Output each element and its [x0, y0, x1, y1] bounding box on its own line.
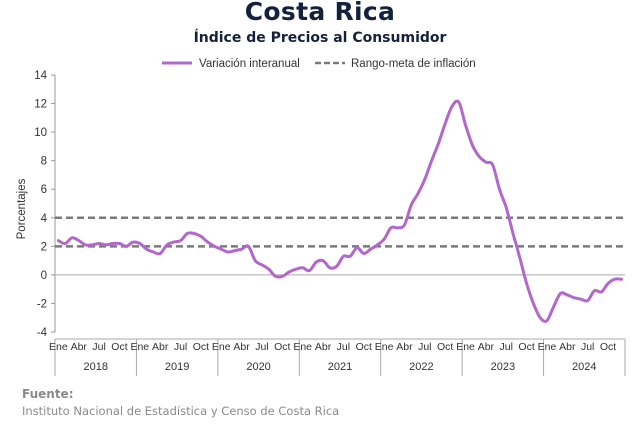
x-month-label: Abr [71, 341, 88, 353]
x-month-label: Jul [337, 341, 350, 353]
y-tick-label: 10 [34, 127, 47, 139]
y-tick-label: 6 [41, 184, 47, 196]
y-tick-label: -2 [37, 298, 47, 310]
x-year-label: 2020 [246, 361, 270, 373]
chart-title: Costa Rica [244, 0, 396, 26]
y-tick-label: 8 [41, 156, 47, 168]
x-month-label: Jul [418, 341, 431, 353]
source-label: Fuente: [22, 387, 74, 401]
x-month-label: Oct [274, 341, 290, 353]
series-layer [56, 99, 624, 323]
x-month-label: Abr [559, 341, 576, 353]
x-month-label: Jul [92, 341, 105, 353]
x-year-label: 2018 [83, 361, 107, 373]
x-month-label: Abr [396, 341, 413, 353]
x-month-label: Ene [49, 341, 68, 353]
x-month-label: Oct [193, 341, 209, 353]
x-month-label: Abr [478, 341, 495, 353]
target-range [55, 216, 625, 248]
x-month-label: Jul [174, 341, 187, 353]
y-axis-label: Porcentajes [16, 178, 28, 239]
x-month-label: Ene [375, 341, 394, 353]
source-text: Instituto Nacional de Estadística y Cens… [22, 404, 340, 418]
x-month-label: Oct [600, 341, 616, 353]
y-tick-label: 0 [41, 270, 47, 282]
x-year-label: 2021 [328, 361, 352, 373]
x-year-label: 2023 [491, 361, 515, 373]
x-month-label: Jul [500, 341, 513, 353]
x-month-label: Oct [356, 341, 372, 353]
x-month-label: Jul [581, 341, 594, 353]
y-tick-label: -4 [37, 327, 48, 339]
x-month-label: Ene [130, 341, 149, 353]
x-month-label: Abr [315, 341, 332, 353]
x-year-label: 2024 [572, 361, 596, 373]
x-month-label: Ene [293, 341, 312, 353]
legend: Variación interanual Rango-meta de infla… [162, 58, 476, 70]
legend-label-target: Rango-meta de inflación [351, 58, 476, 70]
x-month-label: Oct [518, 341, 534, 353]
x-year-label: 2019 [165, 361, 189, 373]
x-month-label: Oct [111, 341, 127, 353]
x-month-label: Abr [233, 341, 250, 353]
x-month-label: Ene [538, 341, 557, 353]
x-month-label: Abr [152, 341, 169, 353]
legend-label-inflation: Variación interanual [199, 58, 300, 70]
y-tick-label: 12 [34, 99, 47, 111]
y-tick-label: 4 [41, 213, 48, 225]
x-month-label: Ene [456, 341, 475, 353]
x-month-label: Oct [437, 341, 453, 353]
y-tick-label: 14 [34, 70, 47, 82]
chart-subtitle: Índice de Precios al Consumidor [193, 30, 447, 46]
series-line-inflation [56, 99, 624, 323]
x-year-label: 2022 [409, 361, 433, 373]
x-month-label: Jul [255, 341, 268, 353]
y-tick-label: 2 [41, 241, 47, 253]
x-month-label: Ene [212, 341, 231, 353]
